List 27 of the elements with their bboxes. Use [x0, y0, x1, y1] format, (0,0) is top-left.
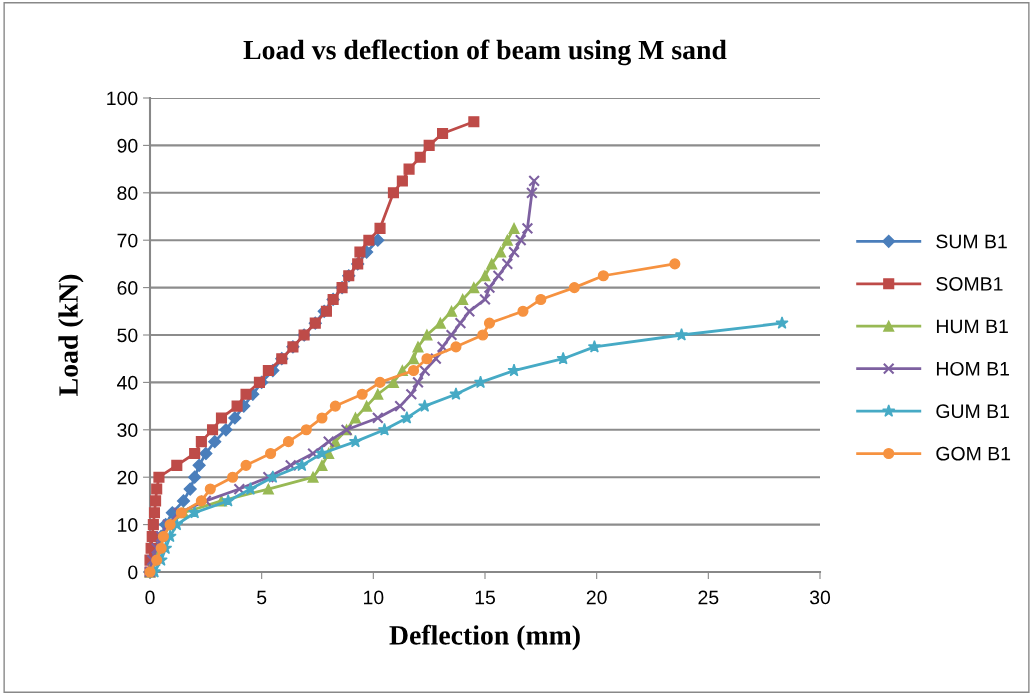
y-tick-label: 100 [107, 91, 138, 106]
y-tick-label: 0 [128, 565, 138, 580]
legend-label: SUM B1 [936, 234, 1007, 249]
x-tick-label: 10 [364, 590, 384, 605]
y-tick-label: 60 [117, 281, 138, 295]
x-axis-title: Deflection (mm) [389, 624, 580, 651]
y-tick-label: 30 [117, 423, 138, 438]
x-tick-label: 25 [698, 590, 719, 605]
chart-title: Load vs deflection of beam using M sand [243, 39, 727, 66]
y-tick-label: 80 [117, 186, 138, 201]
y-axis-title: Load (kN) [58, 274, 84, 396]
x-tick-label: 20 [586, 590, 607, 605]
y-tick-label: 10 [118, 518, 138, 532]
x-tick-label: 5 [257, 590, 267, 605]
legend-label: SOMB1 [936, 277, 1003, 291]
x-tick-label: 30 [809, 590, 831, 605]
y-tick-label: 70 [117, 233, 138, 248]
y-tick-label: 90 [117, 138, 138, 153]
x-tick-label: 0 [145, 590, 155, 605]
legend-label: HOM B1 [936, 361, 1009, 376]
y-tick-label: 20 [117, 470, 138, 485]
legend-label: GUM B1 [936, 404, 1009, 419]
y-tick-label: 40 [117, 375, 138, 390]
legend-label: GOM B1 [936, 446, 1011, 461]
x-tick-label: 15 [475, 590, 495, 605]
legend-label: HUM B1 [936, 319, 1008, 334]
y-tick-label: 50 [117, 328, 138, 343]
